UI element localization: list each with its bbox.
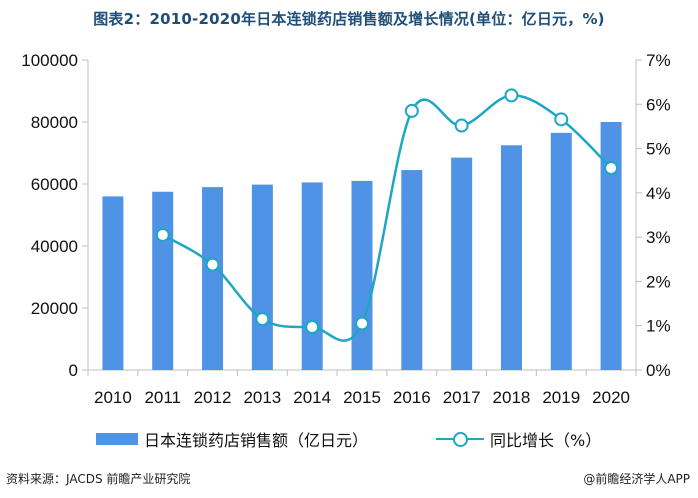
legend: 日本连锁药店销售额（亿日元） 同比增长（%） bbox=[0, 427, 698, 451]
x-tick-label: 2013 bbox=[243, 388, 281, 407]
y-left-tick-label: 80000 bbox=[31, 113, 78, 132]
chart-title: 图表2：2010-2020年日本连锁药店销售额及增长情况(单位：亿日元，%) bbox=[93, 10, 605, 28]
legend-bar-swatch bbox=[96, 433, 138, 445]
bar bbox=[152, 191, 174, 370]
x-tick-label: 2011 bbox=[144, 388, 181, 407]
bar bbox=[301, 182, 323, 370]
growth-line bbox=[162, 94, 612, 342]
y-right-tick-label: 3% bbox=[646, 228, 671, 247]
y-right-tick-label: 2% bbox=[646, 272, 671, 291]
y-left-tick-label: 0 bbox=[69, 361, 78, 380]
y-right-tick-label: 7% bbox=[646, 51, 671, 70]
legend-line-swatch bbox=[436, 432, 484, 447]
legend-line-item: 同比增长（%） bbox=[436, 427, 601, 451]
bar bbox=[550, 132, 572, 370]
growth-point bbox=[604, 161, 619, 176]
y-left-tick-label: 60000 bbox=[31, 175, 78, 194]
x-tick-label: 2015 bbox=[343, 388, 381, 407]
bar bbox=[202, 187, 224, 370]
y-right-tick-label: 6% bbox=[646, 95, 671, 114]
growth-point bbox=[305, 320, 320, 335]
x-tick-label: 2020 bbox=[592, 388, 630, 407]
y-right-tick-label: 4% bbox=[646, 184, 671, 203]
growth-point bbox=[454, 118, 469, 133]
growth-point bbox=[404, 103, 419, 118]
x-tick-label: 2018 bbox=[493, 388, 531, 407]
growth-point bbox=[205, 257, 220, 272]
bar bbox=[451, 157, 473, 370]
bar bbox=[102, 196, 124, 370]
y-right-tick-label: 0% bbox=[646, 361, 671, 380]
legend-line-label: 同比增长（%） bbox=[490, 431, 602, 450]
bar bbox=[351, 180, 373, 370]
growth-point bbox=[355, 316, 369, 331]
bar bbox=[500, 145, 522, 370]
y-left-tick-label: 40000 bbox=[31, 237, 78, 256]
x-tick-label: 2017 bbox=[443, 388, 481, 407]
x-tick-label: 2016 bbox=[393, 388, 431, 407]
source-note: 资料来源：JACDS 前瞻产业研究院 bbox=[6, 472, 191, 486]
x-tick-label: 2010 bbox=[94, 388, 132, 407]
growth-point bbox=[554, 112, 569, 127]
x-tick-label: 2014 bbox=[293, 388, 331, 407]
growth-point bbox=[255, 312, 270, 327]
x-tick-label: 2019 bbox=[542, 388, 580, 407]
legend-bar-item: 日本连锁药店销售额（亿日元） bbox=[96, 427, 368, 451]
x-tick-label: 2012 bbox=[194, 388, 232, 407]
growth-point bbox=[504, 88, 519, 103]
legend-bar-label: 日本连锁药店销售额（亿日元） bbox=[144, 431, 369, 450]
y-right-tick-label: 1% bbox=[646, 317, 671, 336]
bar bbox=[401, 170, 423, 370]
y-left-tick-label: 100000 bbox=[21, 51, 78, 70]
credit-note: @前瞻经济学人APP bbox=[583, 472, 690, 486]
bar bbox=[251, 184, 273, 370]
bar bbox=[600, 122, 622, 370]
y-left-tick-label: 20000 bbox=[31, 299, 78, 318]
y-right-tick-label: 5% bbox=[646, 140, 671, 159]
growth-point bbox=[155, 227, 170, 242]
